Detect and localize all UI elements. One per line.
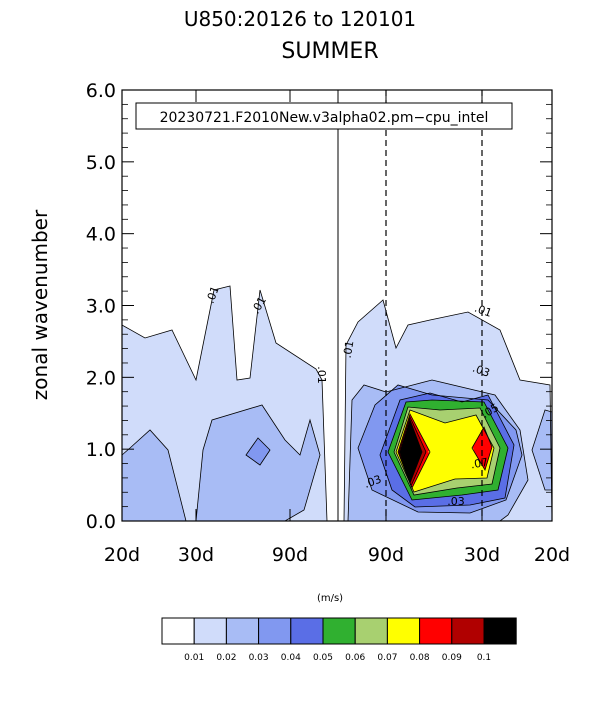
chart-title: U850:20126 to 120101	[184, 7, 416, 31]
colorbar-swatch	[451, 617, 485, 645]
colorbar-label: 0.03	[249, 653, 269, 663]
y-tick-label: 2.0	[86, 367, 116, 389]
units-label: (m/s)	[317, 593, 343, 604]
y-tick-label: 5.0	[86, 152, 116, 174]
x-tick-label: 30d	[178, 544, 214, 566]
case-label: 20230721.F2010New.v3alpha02.pm−cpu_intel	[160, 110, 489, 126]
colorbar-label: 0.09	[442, 653, 462, 663]
contour-line	[387, 399, 509, 501]
contour-fill-region	[472, 427, 492, 470]
contour-line	[357, 384, 523, 514]
contour-line	[393, 406, 501, 496]
chart-subtitle: SUMMER	[281, 39, 378, 64]
contour-line-labels: .01.01.01.01.01.03.03.05.07.03	[204, 284, 501, 508]
contour-line	[347, 379, 529, 522]
contour-fill-region	[122, 430, 186, 521]
contour-line	[343, 299, 553, 522]
contour-fill-region	[532, 410, 552, 490]
y-tick-label: 1.0	[86, 439, 116, 461]
y-tick-label: 3.0	[86, 296, 116, 318]
colorbar-label: 0.05	[313, 653, 333, 663]
case-label-box	[135, 102, 513, 130]
colorbar-swatch	[290, 617, 324, 645]
colorbar: 0.01 0.02 0.03 0.04 0.05 0.06 0.07 0.08 0.09 0.1	[161, 617, 517, 663]
contour-fills	[122, 286, 552, 521]
contour-line	[379, 392, 515, 508]
y-axis-label: zonal wavenumber	[28, 209, 52, 400]
colorbar-swatch	[161, 617, 195, 645]
contour-line	[399, 418, 423, 485]
colorbar-label: 0.1	[477, 653, 491, 663]
contour-line	[121, 285, 328, 522]
contour-line	[195, 404, 321, 522]
colorbar-swatch	[258, 617, 292, 645]
axes: 0.0 1.0 2.0 3.0 4.0 5.0 6.0 20d 30d 90d 90d 30d 20d	[86, 80, 570, 566]
x-tick-label: 20d	[534, 544, 570, 566]
colorbar-swatch	[322, 617, 356, 645]
contour-line-label: .03	[362, 473, 383, 491]
x-tick-label: 90d	[368, 544, 404, 566]
colorbar-swatch	[419, 617, 453, 645]
colorbar-swatch	[386, 617, 421, 645]
colorbar-swatch	[225, 617, 260, 645]
contour-fill-region	[428, 428, 476, 470]
colorbar-label: 0.08	[410, 653, 430, 663]
contour-line-label: .07	[470, 456, 489, 472]
y-tick-label: 6.0	[86, 80, 116, 102]
y-tick-label: 4.0	[86, 224, 116, 246]
contour-fill-region	[400, 420, 422, 483]
colorbar-label: 0.06	[345, 653, 365, 663]
colorbar-swatch	[483, 617, 517, 645]
contour-line-label: .01	[473, 302, 494, 320]
x-tick-label: 90d	[272, 544, 308, 566]
contour-line	[245, 437, 271, 466]
x-tick-label: 20d	[104, 544, 140, 566]
colorbar-swatch	[193, 617, 227, 645]
contour-line	[471, 426, 493, 471]
contour-line-label: .01	[315, 366, 328, 384]
colorbar-label: 0.07	[377, 653, 397, 663]
contour-fill-region	[246, 438, 270, 465]
x-tick-label: 30d	[464, 544, 500, 566]
colorbar-label: 0.04	[281, 653, 301, 663]
colorbar-label: 0.01	[184, 653, 204, 663]
contour-line	[395, 409, 495, 493]
contour-line-label: .01	[341, 340, 357, 359]
colorbar-swatch	[354, 617, 388, 645]
contour-line-label: .03	[471, 362, 492, 380]
contour-line-label: .01	[204, 284, 222, 305]
contour-line-label: .03	[447, 495, 465, 508]
y-tick-label: 0.0	[86, 511, 116, 533]
colorbar-label: 0.02	[216, 653, 236, 663]
